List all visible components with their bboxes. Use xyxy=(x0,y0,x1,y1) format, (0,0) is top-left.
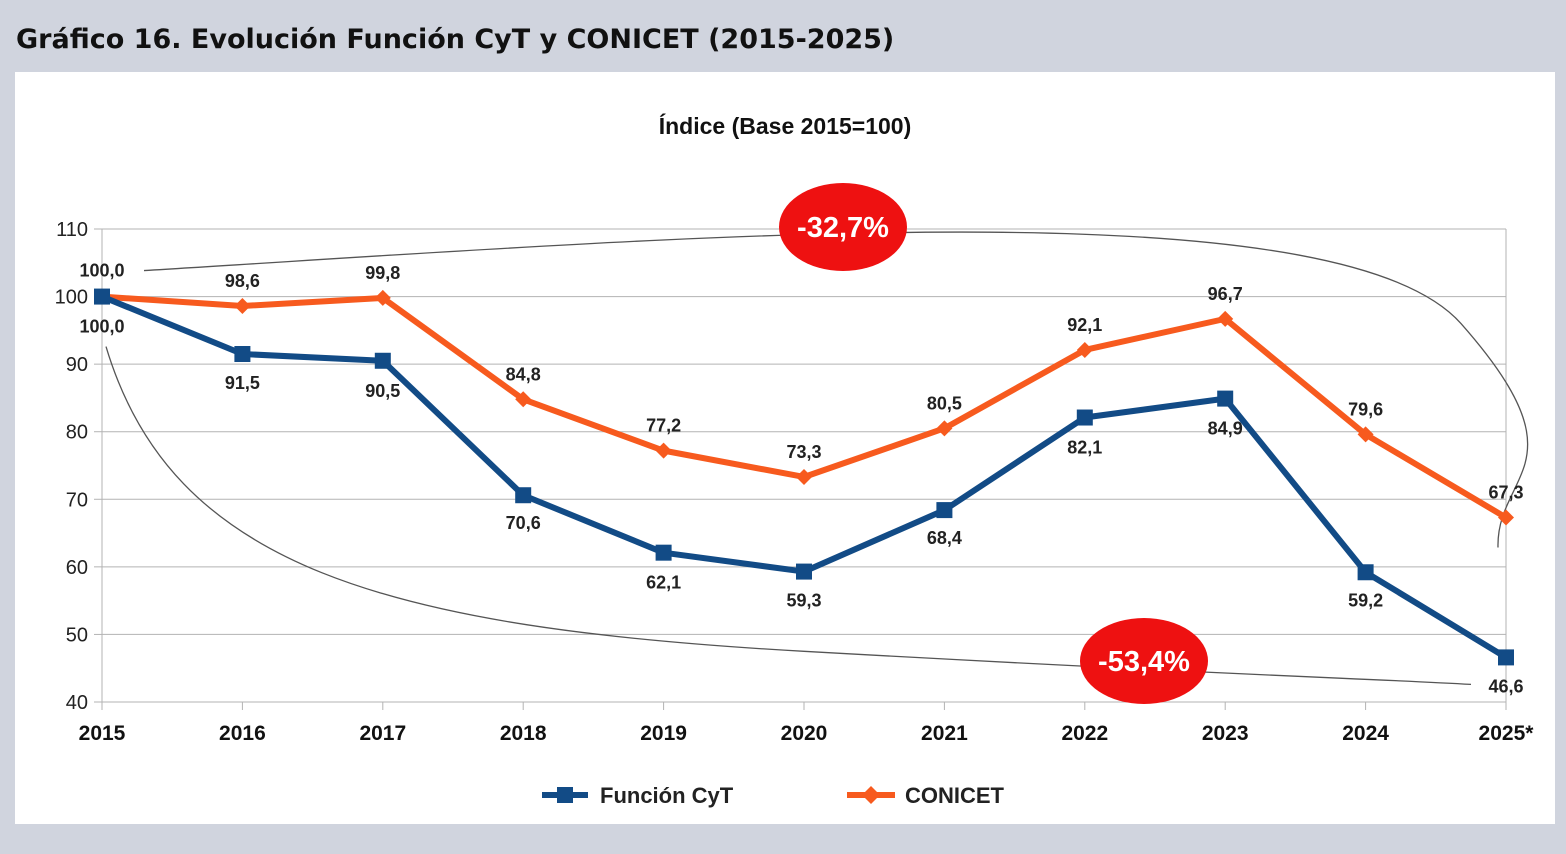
legend-marker-funcion-cyt xyxy=(557,787,573,803)
x-tick-label: 2025* xyxy=(1479,722,1535,745)
y-tick-label: 50 xyxy=(66,624,88,646)
annotation-bubble-funcion-cyt xyxy=(1080,618,1208,704)
marker-conicet xyxy=(1357,426,1374,443)
marker-conicet xyxy=(374,289,391,306)
legend-label-funcion-cyt: Función CyT xyxy=(600,783,734,808)
chart-title: Índice (Base 2015=100) xyxy=(659,112,912,139)
x-tick-label: 2021 xyxy=(921,722,968,745)
y-tick-label: 110 xyxy=(56,219,88,241)
data-label-conicet: 98,6 xyxy=(225,271,260,291)
x-tick-label: 2023 xyxy=(1202,722,1249,745)
data-label-funcion-cyt: 68,4 xyxy=(927,528,962,548)
legend-marker-conicet xyxy=(862,786,880,804)
data-label-conicet: 73,3 xyxy=(786,442,821,462)
data-label-funcion-cyt: 100,0 xyxy=(79,317,124,337)
marker-funcion-cyt xyxy=(1357,564,1374,581)
figure-title: Gráfico 16. Evolución Función CyT y CONI… xyxy=(16,24,895,55)
annotation-text-funcion-cyt: -53,4% xyxy=(1098,646,1190,678)
x-tick-label: 2018 xyxy=(500,722,547,745)
marker-conicet xyxy=(515,391,532,408)
data-label-funcion-cyt: 46,6 xyxy=(1488,676,1523,696)
x-tick-label: 2016 xyxy=(219,722,266,745)
x-tick-label: 2022 xyxy=(1061,722,1108,745)
data-label-funcion-cyt: 70,6 xyxy=(506,513,541,533)
y-tick-label: 40 xyxy=(66,692,88,714)
marker-funcion-cyt xyxy=(655,544,672,561)
marker-funcion-cyt xyxy=(94,288,110,305)
data-label-funcion-cyt: 84,9 xyxy=(1208,419,1243,439)
x-tick-label: 2017 xyxy=(359,722,406,745)
marker-funcion-cyt xyxy=(374,352,391,369)
data-label-conicet: 77,2 xyxy=(646,416,681,436)
data-label-funcion-cyt: 59,2 xyxy=(1348,590,1383,610)
marker-funcion-cyt xyxy=(936,502,953,519)
data-label-conicet: 79,6 xyxy=(1348,399,1383,419)
marker-funcion-cyt xyxy=(1498,649,1514,666)
marker-conicet xyxy=(1498,509,1514,526)
x-tick-label: 2020 xyxy=(781,722,828,745)
line-chart: Índice (Base 2015=100) 40 50 60 70 80 90 100 110… xyxy=(55,112,1535,808)
y-tick-label: 100 xyxy=(55,287,88,309)
data-label-conicet: 92,1 xyxy=(1067,315,1102,335)
data-label-funcion-cyt: 90,5 xyxy=(365,381,400,401)
data-label-funcion-cyt: 59,3 xyxy=(786,591,821,611)
marker-conicet xyxy=(1217,310,1234,327)
data-label-conicet: 84,8 xyxy=(506,364,541,384)
annotation-text-conicet: -32,7% xyxy=(797,212,889,244)
chart-panel: Índice (Base 2015=100) 40 50 60 70 80 90 100 110… xyxy=(15,72,1555,824)
marker-conicet xyxy=(1076,341,1093,358)
data-label-conicet: 100,0 xyxy=(79,261,124,281)
marker-funcion-cyt xyxy=(234,346,251,363)
data-label-conicet: 96,7 xyxy=(1208,284,1243,304)
y-tick-label: 70 xyxy=(66,489,88,511)
y-tick-label: 60 xyxy=(66,557,88,579)
annotation-curve-funcion-cyt xyxy=(105,346,1472,686)
y-tick-label: 90 xyxy=(66,354,88,376)
annotation-curve-conicet xyxy=(143,231,1529,548)
y-tick-label: 80 xyxy=(66,422,88,444)
x-tick-label: 2019 xyxy=(640,722,687,745)
x-tick-label: 2024 xyxy=(1342,722,1389,745)
data-label-funcion-cyt: 91,5 xyxy=(225,373,260,393)
data-label-funcion-cyt: 62,1 xyxy=(646,573,681,593)
legend-label-conicet: CONICET xyxy=(905,783,1005,808)
marker-funcion-cyt xyxy=(515,487,532,504)
marker-funcion-cyt xyxy=(1217,390,1234,407)
data-label-funcion-cyt: 82,1 xyxy=(1067,438,1102,458)
marker-conicet xyxy=(655,442,672,459)
marker-funcion-cyt xyxy=(1076,409,1093,426)
x-tick-label: 2015 xyxy=(79,722,126,745)
data-label-conicet: 67,3 xyxy=(1488,483,1523,503)
marker-conicet xyxy=(796,468,812,485)
marker-funcion-cyt xyxy=(796,563,812,580)
data-label-conicet: 80,5 xyxy=(927,393,962,413)
marker-conicet xyxy=(936,420,953,437)
marker-conicet xyxy=(234,298,251,315)
data-label-conicet: 99,8 xyxy=(365,263,400,283)
annotation-bubble-conicet xyxy=(779,183,907,271)
